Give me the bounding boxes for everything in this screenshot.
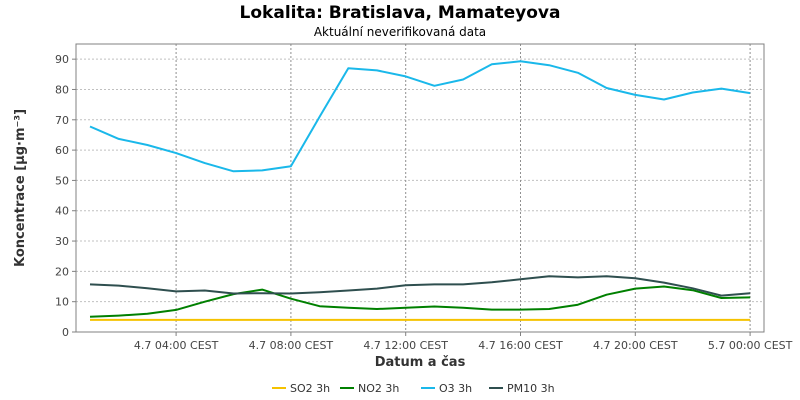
legend-label-no2: NO2 3h: [358, 382, 399, 395]
series-line-no2: [89, 285, 751, 318]
x-tick-label: 4.7 04:00 CEST: [134, 339, 219, 352]
legend-label-o3: O3 3h: [439, 382, 472, 395]
x-tick-label: 4.7 12:00 CEST: [363, 339, 448, 352]
y-tick-label: 60: [55, 144, 69, 157]
y-axis-label: Koncentrace [µg·m⁻³]: [13, 109, 28, 267]
y-tick-label: 0: [62, 326, 69, 339]
y-tick-label: 20: [55, 265, 69, 278]
series-group: [89, 60, 751, 321]
series-line-o3: [89, 60, 751, 173]
legend-label-so2: SO2 3h: [290, 382, 330, 395]
y-tick-label: 90: [55, 53, 69, 66]
x-tick-label: 4.7 08:00 CEST: [249, 339, 334, 352]
chart-title: Lokalita: Bratislava, Mamateyova: [240, 3, 561, 23]
y-tick-label: 30: [55, 235, 69, 248]
y-tick-label: 80: [55, 83, 69, 96]
y-tick-label: 70: [55, 114, 69, 127]
x-tick-label: 4.7 20:00 CEST: [593, 339, 678, 352]
legend: SO2 3h NO2 3h O3 3h PM10 3h: [272, 382, 555, 395]
y-tick-label: 10: [55, 296, 69, 309]
axes: 0 10 20 30 40 50 60 70 80 90 4.7 04:00 CEST 4.7 08:…: [55, 53, 793, 352]
legend-label-pm10: PM10 3h: [507, 382, 555, 395]
series-line-pm10: [89, 275, 751, 297]
grid: [76, 44, 764, 332]
plot-area: [76, 44, 764, 332]
y-tick-label: 50: [55, 174, 69, 187]
x-axis-label: Datum a čas: [375, 355, 466, 370]
chart-subtitle: Aktuální neverifikovaná data: [314, 25, 486, 39]
y-tick-label: 40: [55, 205, 69, 218]
x-tick-label: 4.7 16:00 CEST: [478, 339, 563, 352]
x-tick-label: 5.7 00:00 CEST: [708, 339, 793, 352]
plot-border: [75, 43, 765, 333]
